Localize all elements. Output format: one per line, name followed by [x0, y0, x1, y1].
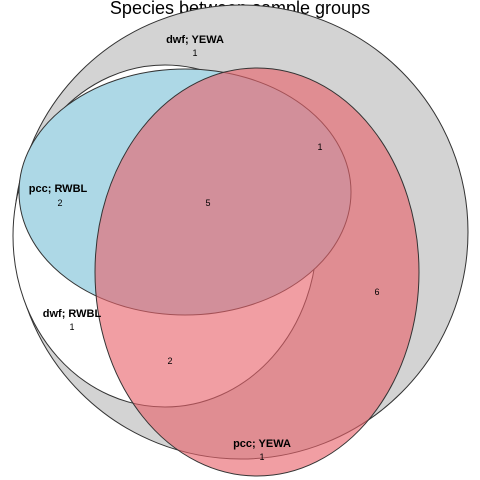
count-dwf-yewa-only: 1: [192, 48, 197, 58]
set-label-dwf-rwbl: dwf; RWBL: [43, 308, 102, 320]
count-pcc-yewa-only: 1: [259, 452, 264, 462]
set-label-pcc-yewa: pcc; YEWA: [233, 438, 291, 450]
set-shape-pcc-yewa: [94, 67, 420, 477]
count-right-red: 6: [374, 287, 379, 297]
count-lower-pink: 2: [167, 356, 172, 366]
set-label-dwf-yewa: dwf; YEWA: [166, 34, 224, 46]
count-center: 5: [205, 198, 210, 208]
count-top-right-blue: 1: [317, 142, 322, 152]
set-label-pcc-rwbl: pcc; RWBL: [29, 183, 88, 195]
count-pcc-rwbl-only: 2: [57, 198, 62, 208]
count-dwf-rwbl-only: 1: [69, 322, 74, 332]
